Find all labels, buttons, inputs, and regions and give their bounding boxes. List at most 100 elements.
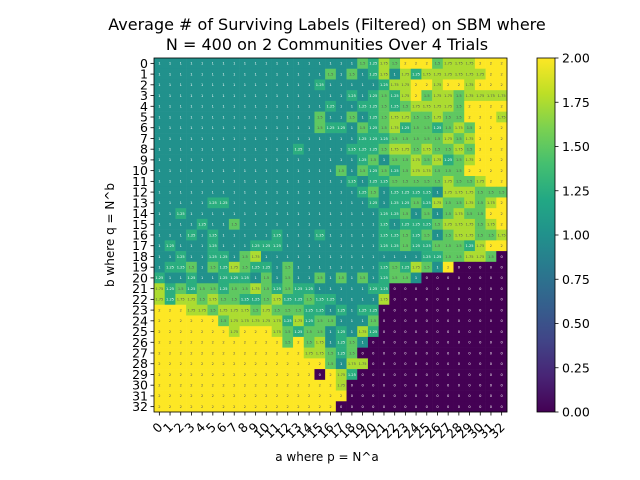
cell-value-label: 1.75 (466, 233, 474, 237)
heatmap-cell (196, 143, 208, 155)
heatmap-cell (196, 122, 208, 134)
cell-value-label: 2 (329, 383, 331, 387)
cell-value-label: 1 (158, 265, 160, 269)
cell-value-label: 1 (383, 190, 385, 194)
heatmap-cell (154, 315, 165, 327)
cell-value-label: 1.75 (466, 158, 474, 162)
heatmap-cell (325, 304, 337, 316)
cell-value-label: 0 (415, 394, 418, 398)
cell-value-label: 1 (394, 255, 396, 259)
cell-value-label: 1 (201, 72, 203, 76)
cell-value-label: 2 (319, 394, 321, 398)
heatmap-cell (453, 390, 465, 402)
cell-value-label: 1.75 (155, 298, 163, 302)
cell-value-label: 1.75 (230, 330, 238, 334)
heatmap-cell (175, 294, 187, 306)
heatmap-cell (207, 283, 219, 295)
cell-value-label: 1 (351, 276, 353, 280)
heatmap-cell (453, 111, 465, 123)
cell-value-label: 1 (233, 94, 235, 98)
heatmap-cell (239, 401, 251, 413)
cell-value-label: 1.5 (424, 126, 430, 130)
heatmap-cell (260, 283, 272, 295)
cell-value-label: 0 (458, 276, 461, 280)
heatmap-cell (410, 304, 422, 316)
cell-value-label: 0 (372, 351, 375, 355)
heatmap-cell (154, 197, 165, 209)
cell-value-label: 0 (372, 373, 375, 377)
cell-value-label: 1.5 (199, 298, 205, 302)
heatmap-cell (314, 401, 326, 413)
heatmap-cell (432, 165, 444, 177)
heatmap-cell (314, 90, 326, 102)
cell-value-label: 1.25 (369, 201, 377, 205)
heatmap-cell (442, 68, 454, 80)
heatmap-cell (282, 379, 294, 391)
heatmap-cell (410, 240, 422, 252)
heatmap-cell (367, 154, 379, 166)
heatmap-cell (175, 143, 187, 155)
heatmap-cell (175, 347, 187, 359)
cell-value-label: 1 (212, 158, 214, 162)
heatmap-cell (218, 283, 230, 295)
heatmap-cell (389, 283, 401, 295)
heatmap-cell (154, 229, 165, 241)
cell-value-label: 0 (415, 298, 418, 302)
heatmap-cell (400, 229, 412, 241)
cell-value-label: 1 (254, 72, 256, 76)
cell-value-label: 0 (501, 362, 504, 366)
heatmap-cell (218, 111, 230, 123)
heatmap-cell (421, 208, 433, 220)
cell-value-label: 1 (212, 137, 214, 141)
heatmap-cell (228, 294, 240, 306)
cell-value-label: 2 (222, 405, 224, 409)
heatmap-cell (303, 347, 315, 359)
cell-value-label: 1 (201, 137, 203, 141)
heatmap-cell (303, 143, 315, 155)
heatmap-cell (400, 197, 412, 209)
cell-value-label: 1 (158, 147, 160, 151)
cell-value-label: 2 (426, 83, 428, 87)
cell-value-label: 1.5 (413, 147, 419, 151)
cell-value-label: 1.25 (359, 190, 367, 194)
heatmap-cell (196, 336, 208, 348)
heatmap-cell (218, 143, 230, 155)
cell-value-label: 1 (329, 341, 331, 345)
cell-value-label: 1 (276, 147, 278, 151)
heatmap-cell (218, 133, 230, 145)
cell-value-label: 0 (490, 308, 493, 312)
heatmap-cell (400, 154, 412, 166)
cell-value-label: 0 (394, 373, 397, 377)
cell-value-label: 1.5 (445, 126, 451, 130)
cell-value-label: 0 (479, 394, 482, 398)
heatmap-cell (346, 390, 358, 402)
cell-value-label: 2 (490, 126, 492, 130)
heatmap-cell (378, 197, 390, 209)
cell-value-label: 1.75 (476, 72, 484, 76)
cell-value-label: 1.75 (220, 308, 228, 312)
heatmap-cell (357, 294, 369, 306)
heatmap-cell (314, 261, 326, 273)
cell-value-label: 0 (394, 351, 397, 355)
cell-value-label: 0 (361, 373, 364, 377)
cell-value-label: 1.5 (424, 137, 430, 141)
cell-value-label: 2 (501, 147, 503, 151)
cell-value-label: 1.75 (423, 169, 431, 173)
cell-value-label: 2 (501, 244, 503, 248)
cell-value-label: 1.5 (242, 255, 248, 259)
heatmap-cell (421, 229, 433, 241)
cell-value-label: 1.75 (412, 158, 420, 162)
heatmap-cell (389, 79, 401, 91)
cell-value-label: 1.75 (262, 319, 270, 323)
heatmap-cell (464, 90, 476, 102)
heatmap-cell (186, 208, 198, 220)
cell-value-label: 1 (158, 223, 160, 227)
heatmap-cell (207, 272, 219, 284)
cell-value-label: 1.75 (177, 298, 185, 302)
cell-value-label: 1.25 (337, 341, 345, 345)
heatmap-cell (271, 240, 283, 252)
cell-value-label: 2 (501, 212, 503, 216)
cell-value-label: 1.75 (498, 233, 506, 237)
heatmap-cell (400, 379, 412, 391)
heatmap-cell (485, 111, 497, 123)
